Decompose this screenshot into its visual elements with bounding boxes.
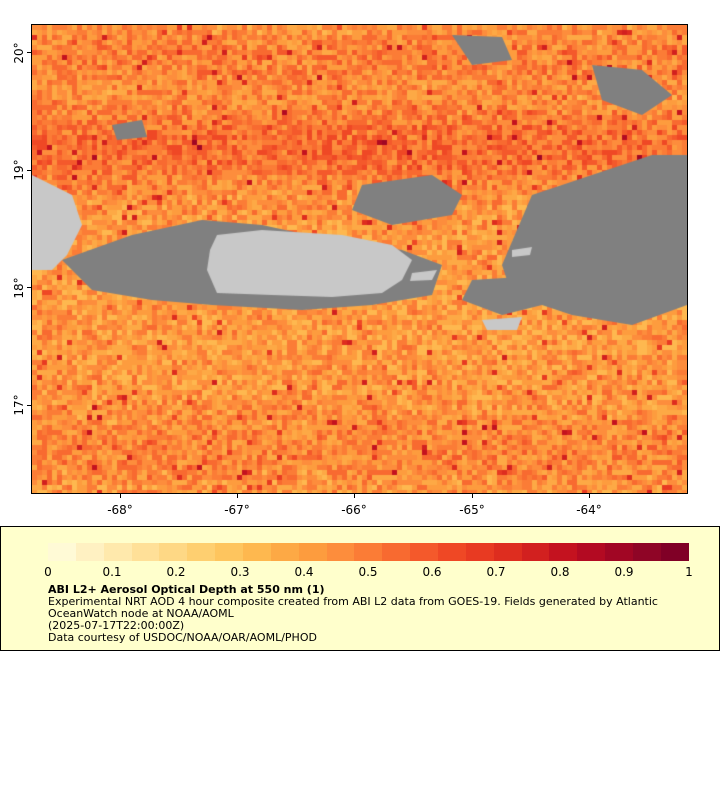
lon-tick — [354, 494, 355, 498]
colorbar-swatch — [354, 543, 383, 561]
lon-tick — [589, 494, 590, 498]
colorbar-label: 0.8 — [550, 565, 570, 579]
colorbar-swatch — [215, 543, 244, 561]
lat-label-19: 19° — [12, 159, 26, 181]
colorbar-label: 0.1 — [102, 565, 122, 579]
legend-credit: Data courtesy of USDOC/NOAA/OAR/AOML/PHO… — [48, 631, 317, 644]
lat-tick — [27, 52, 31, 53]
colorbar-swatch — [270, 543, 299, 561]
colorbar-label: 0.4 — [294, 565, 314, 579]
lon-label-65: -65° — [459, 503, 485, 517]
lat-label-18: 18° — [12, 277, 26, 299]
colorbar-swatch — [438, 543, 466, 561]
colorbar-swatch — [131, 543, 160, 561]
lat-tick — [27, 287, 31, 288]
colorbar-swatch — [103, 543, 132, 561]
colorbar-swatch — [298, 543, 327, 561]
colorbar-swatch — [493, 543, 522, 561]
colorbar-swatch — [75, 543, 104, 561]
lat-tick — [27, 170, 31, 171]
colorbar-swatch — [521, 543, 550, 561]
colorbar-label: 0.9 — [614, 565, 634, 579]
colorbar-swatch — [48, 543, 76, 561]
legend-text: ABI L2+ Aerosol Optical Depth at 550 nm … — [48, 584, 688, 644]
lon-tick — [237, 494, 238, 498]
lon-tick — [120, 494, 121, 498]
colorbar-swatch — [633, 543, 661, 561]
colorbar-label: 0.5 — [358, 565, 378, 579]
legend-description: Experimental NRT AOD 4 hour composite cr… — [48, 595, 658, 620]
colorbar-swatch — [410, 543, 439, 561]
colorbar-label: 0 — [44, 565, 52, 579]
legend-timestamp: (2025-07-17T22:00:00Z) — [48, 619, 185, 632]
aod-raster — [32, 25, 687, 493]
colorbar-label: 0.3 — [230, 565, 250, 579]
colorbar-swatch — [549, 543, 578, 561]
colorbar-swatch — [577, 543, 606, 561]
lon-label-66: -66° — [341, 503, 367, 517]
colorbar-label: 1 — [685, 565, 693, 579]
colorbar-label: 0.6 — [422, 565, 442, 579]
colorbar — [48, 543, 689, 561]
colorbar-label: 0.2 — [166, 565, 186, 579]
colorbar-swatch — [605, 543, 634, 561]
aod-map — [31, 24, 688, 494]
colorbar-label: 0.7 — [486, 565, 506, 579]
lat-tick — [27, 405, 31, 406]
colorbar-swatch — [326, 543, 355, 561]
lat-label-20: 20° — [12, 42, 26, 64]
legend-title: ABI L2+ Aerosol Optical Depth at 550 nm … — [48, 583, 325, 596]
legend-panel: 0 0.1 0.2 0.3 0.4 0.5 0.6 0.7 0.8 0.9 1 … — [0, 526, 720, 651]
lat-label-17: 17° — [12, 394, 26, 416]
colorbar-swatch — [465, 543, 494, 561]
colorbar-swatch — [159, 543, 188, 561]
lon-label-68: -68° — [107, 503, 133, 517]
lon-label-67: -67° — [224, 503, 250, 517]
colorbar-swatch — [660, 543, 689, 561]
lon-label-64: -64° — [576, 503, 602, 517]
colorbar-swatch — [187, 543, 216, 561]
colorbar-swatch — [382, 543, 411, 561]
lon-tick — [472, 494, 473, 498]
colorbar-swatch — [243, 543, 271, 561]
